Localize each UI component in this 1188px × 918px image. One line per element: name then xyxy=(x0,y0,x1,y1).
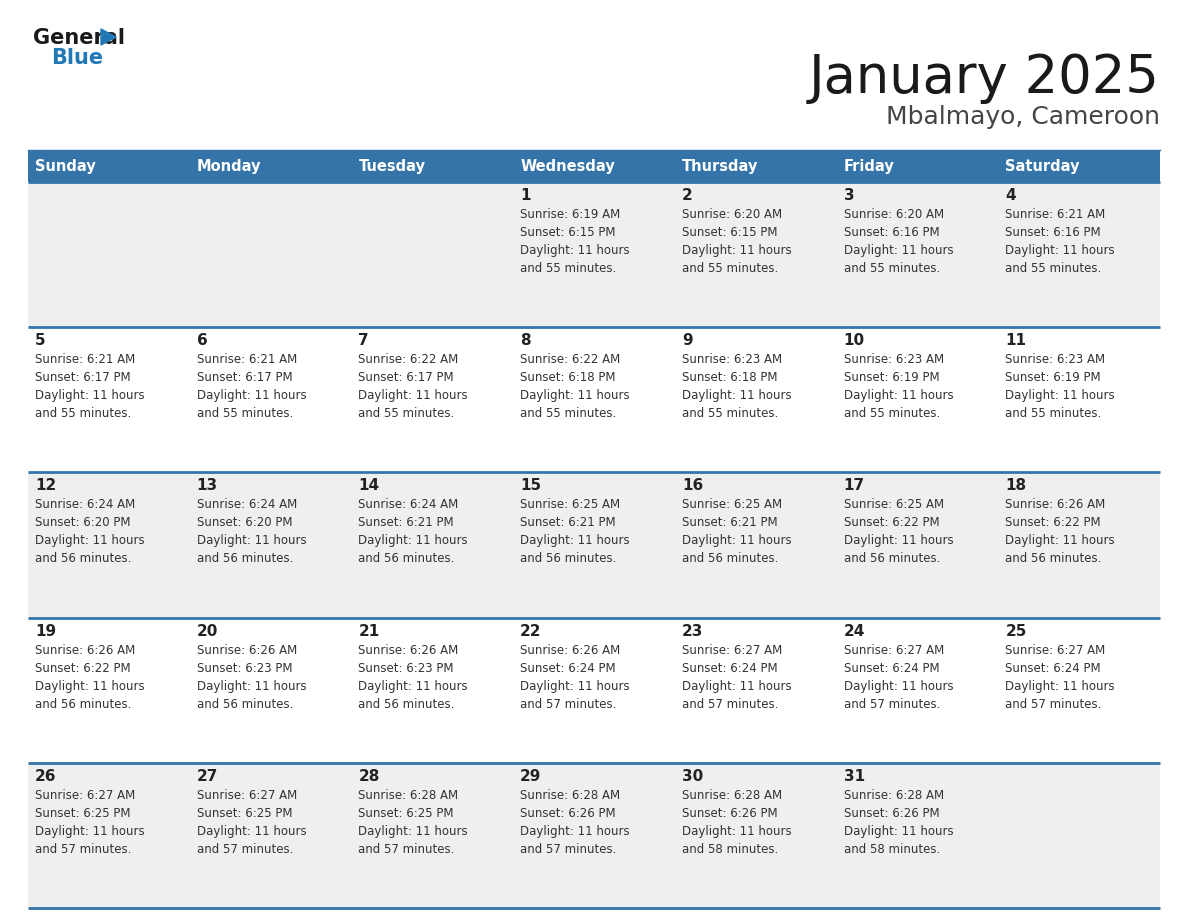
Text: 19: 19 xyxy=(34,623,56,639)
Text: Sunrise: 6:22 AM
Sunset: 6:17 PM
Daylight: 11 hours
and 55 minutes.: Sunrise: 6:22 AM Sunset: 6:17 PM Dayligh… xyxy=(359,353,468,420)
Text: Sunrise: 6:27 AM
Sunset: 6:24 PM
Daylight: 11 hours
and 57 minutes.: Sunrise: 6:27 AM Sunset: 6:24 PM Dayligh… xyxy=(843,644,953,711)
Text: Sunrise: 6:26 AM
Sunset: 6:22 PM
Daylight: 11 hours
and 56 minutes.: Sunrise: 6:26 AM Sunset: 6:22 PM Dayligh… xyxy=(1005,498,1114,565)
Text: 27: 27 xyxy=(197,768,219,784)
Text: Sunrise: 6:26 AM
Sunset: 6:22 PM
Daylight: 11 hours
and 56 minutes.: Sunrise: 6:26 AM Sunset: 6:22 PM Dayligh… xyxy=(34,644,145,711)
Text: Sunrise: 6:26 AM
Sunset: 6:23 PM
Daylight: 11 hours
and 56 minutes.: Sunrise: 6:26 AM Sunset: 6:23 PM Dayligh… xyxy=(197,644,307,711)
Text: Sunrise: 6:23 AM
Sunset: 6:19 PM
Daylight: 11 hours
and 55 minutes.: Sunrise: 6:23 AM Sunset: 6:19 PM Dayligh… xyxy=(843,353,953,420)
Polygon shape xyxy=(101,29,116,45)
Text: Saturday: Saturday xyxy=(1005,159,1080,174)
Text: 23: 23 xyxy=(682,623,703,639)
Text: Sunrise: 6:21 AM
Sunset: 6:16 PM
Daylight: 11 hours
and 55 minutes.: Sunrise: 6:21 AM Sunset: 6:16 PM Dayligh… xyxy=(1005,208,1114,275)
Text: Sunrise: 6:25 AM
Sunset: 6:21 PM
Daylight: 11 hours
and 56 minutes.: Sunrise: 6:25 AM Sunset: 6:21 PM Dayligh… xyxy=(520,498,630,565)
Text: 4: 4 xyxy=(1005,188,1016,203)
Text: 22: 22 xyxy=(520,623,542,639)
Text: 5: 5 xyxy=(34,333,45,348)
Text: 3: 3 xyxy=(843,188,854,203)
Bar xyxy=(29,618,1159,763)
Text: Wednesday: Wednesday xyxy=(520,159,615,174)
Text: 16: 16 xyxy=(682,478,703,493)
Text: 31: 31 xyxy=(843,768,865,784)
Text: Mbalmayo, Cameroon: Mbalmayo, Cameroon xyxy=(886,105,1159,129)
Text: 2: 2 xyxy=(682,188,693,203)
Text: Sunrise: 6:27 AM
Sunset: 6:25 PM
Daylight: 11 hours
and 57 minutes.: Sunrise: 6:27 AM Sunset: 6:25 PM Dayligh… xyxy=(197,789,307,856)
Text: Thursday: Thursday xyxy=(682,159,758,174)
Text: Sunrise: 6:24 AM
Sunset: 6:21 PM
Daylight: 11 hours
and 56 minutes.: Sunrise: 6:24 AM Sunset: 6:21 PM Dayligh… xyxy=(359,498,468,565)
Text: 20: 20 xyxy=(197,623,219,639)
Text: Friday: Friday xyxy=(843,159,895,174)
Text: 24: 24 xyxy=(843,623,865,639)
Text: Sunrise: 6:26 AM
Sunset: 6:24 PM
Daylight: 11 hours
and 57 minutes.: Sunrise: 6:26 AM Sunset: 6:24 PM Dayligh… xyxy=(520,644,630,711)
Text: Sunrise: 6:23 AM
Sunset: 6:18 PM
Daylight: 11 hours
and 55 minutes.: Sunrise: 6:23 AM Sunset: 6:18 PM Dayligh… xyxy=(682,353,791,420)
Text: Sunrise: 6:21 AM
Sunset: 6:17 PM
Daylight: 11 hours
and 55 minutes.: Sunrise: 6:21 AM Sunset: 6:17 PM Dayligh… xyxy=(34,353,145,420)
Text: Sunrise: 6:19 AM
Sunset: 6:15 PM
Daylight: 11 hours
and 55 minutes.: Sunrise: 6:19 AM Sunset: 6:15 PM Dayligh… xyxy=(520,208,630,275)
Text: Sunrise: 6:21 AM
Sunset: 6:17 PM
Daylight: 11 hours
and 55 minutes.: Sunrise: 6:21 AM Sunset: 6:17 PM Dayligh… xyxy=(197,353,307,420)
Text: 8: 8 xyxy=(520,333,531,348)
Text: Blue: Blue xyxy=(51,48,103,68)
Text: Tuesday: Tuesday xyxy=(359,159,425,174)
Text: 21: 21 xyxy=(359,623,380,639)
Text: Sunrise: 6:24 AM
Sunset: 6:20 PM
Daylight: 11 hours
and 56 minutes.: Sunrise: 6:24 AM Sunset: 6:20 PM Dayligh… xyxy=(34,498,145,565)
Text: Sunrise: 6:22 AM
Sunset: 6:18 PM
Daylight: 11 hours
and 55 minutes.: Sunrise: 6:22 AM Sunset: 6:18 PM Dayligh… xyxy=(520,353,630,420)
Text: Sunrise: 6:28 AM
Sunset: 6:25 PM
Daylight: 11 hours
and 57 minutes.: Sunrise: 6:28 AM Sunset: 6:25 PM Dayligh… xyxy=(359,789,468,856)
Text: Sunrise: 6:28 AM
Sunset: 6:26 PM
Daylight: 11 hours
and 58 minutes.: Sunrise: 6:28 AM Sunset: 6:26 PM Dayligh… xyxy=(843,789,953,856)
Text: 12: 12 xyxy=(34,478,56,493)
Text: 29: 29 xyxy=(520,768,542,784)
Text: Sunrise: 6:27 AM
Sunset: 6:24 PM
Daylight: 11 hours
and 57 minutes.: Sunrise: 6:27 AM Sunset: 6:24 PM Dayligh… xyxy=(682,644,791,711)
Text: Sunrise: 6:20 AM
Sunset: 6:15 PM
Daylight: 11 hours
and 55 minutes.: Sunrise: 6:20 AM Sunset: 6:15 PM Dayligh… xyxy=(682,208,791,275)
Text: 15: 15 xyxy=(520,478,542,493)
Text: January 2025: January 2025 xyxy=(809,52,1159,104)
Text: Sunrise: 6:28 AM
Sunset: 6:26 PM
Daylight: 11 hours
and 58 minutes.: Sunrise: 6:28 AM Sunset: 6:26 PM Dayligh… xyxy=(682,789,791,856)
Text: Sunrise: 6:27 AM
Sunset: 6:24 PM
Daylight: 11 hours
and 57 minutes.: Sunrise: 6:27 AM Sunset: 6:24 PM Dayligh… xyxy=(1005,644,1114,711)
Bar xyxy=(29,473,1159,618)
Text: 7: 7 xyxy=(359,333,369,348)
Text: General: General xyxy=(33,28,125,48)
Text: 6: 6 xyxy=(197,333,208,348)
Text: Sunrise: 6:28 AM
Sunset: 6:26 PM
Daylight: 11 hours
and 57 minutes.: Sunrise: 6:28 AM Sunset: 6:26 PM Dayligh… xyxy=(520,789,630,856)
Text: 9: 9 xyxy=(682,333,693,348)
Text: 30: 30 xyxy=(682,768,703,784)
Text: 26: 26 xyxy=(34,768,57,784)
Text: Monday: Monday xyxy=(197,159,261,174)
Text: 11: 11 xyxy=(1005,333,1026,348)
Text: Sunday: Sunday xyxy=(34,159,96,174)
Text: 28: 28 xyxy=(359,768,380,784)
Text: 14: 14 xyxy=(359,478,379,493)
Text: 17: 17 xyxy=(843,478,865,493)
Text: Sunrise: 6:25 AM
Sunset: 6:21 PM
Daylight: 11 hours
and 56 minutes.: Sunrise: 6:25 AM Sunset: 6:21 PM Dayligh… xyxy=(682,498,791,565)
Text: Sunrise: 6:25 AM
Sunset: 6:22 PM
Daylight: 11 hours
and 56 minutes.: Sunrise: 6:25 AM Sunset: 6:22 PM Dayligh… xyxy=(843,498,953,565)
Text: Sunrise: 6:26 AM
Sunset: 6:23 PM
Daylight: 11 hours
and 56 minutes.: Sunrise: 6:26 AM Sunset: 6:23 PM Dayligh… xyxy=(359,644,468,711)
Bar xyxy=(29,327,1159,473)
Text: 18: 18 xyxy=(1005,478,1026,493)
Text: 25: 25 xyxy=(1005,623,1026,639)
Text: Sunrise: 6:23 AM
Sunset: 6:19 PM
Daylight: 11 hours
and 55 minutes.: Sunrise: 6:23 AM Sunset: 6:19 PM Dayligh… xyxy=(1005,353,1114,420)
Text: Sunrise: 6:24 AM
Sunset: 6:20 PM
Daylight: 11 hours
and 56 minutes.: Sunrise: 6:24 AM Sunset: 6:20 PM Dayligh… xyxy=(197,498,307,565)
Text: 1: 1 xyxy=(520,188,531,203)
Bar xyxy=(29,763,1159,908)
Text: 10: 10 xyxy=(843,333,865,348)
Bar xyxy=(29,150,1159,182)
Text: Sunrise: 6:27 AM
Sunset: 6:25 PM
Daylight: 11 hours
and 57 minutes.: Sunrise: 6:27 AM Sunset: 6:25 PM Dayligh… xyxy=(34,789,145,856)
Text: Sunrise: 6:20 AM
Sunset: 6:16 PM
Daylight: 11 hours
and 55 minutes.: Sunrise: 6:20 AM Sunset: 6:16 PM Dayligh… xyxy=(843,208,953,275)
Text: 13: 13 xyxy=(197,478,217,493)
Bar xyxy=(29,182,1159,327)
